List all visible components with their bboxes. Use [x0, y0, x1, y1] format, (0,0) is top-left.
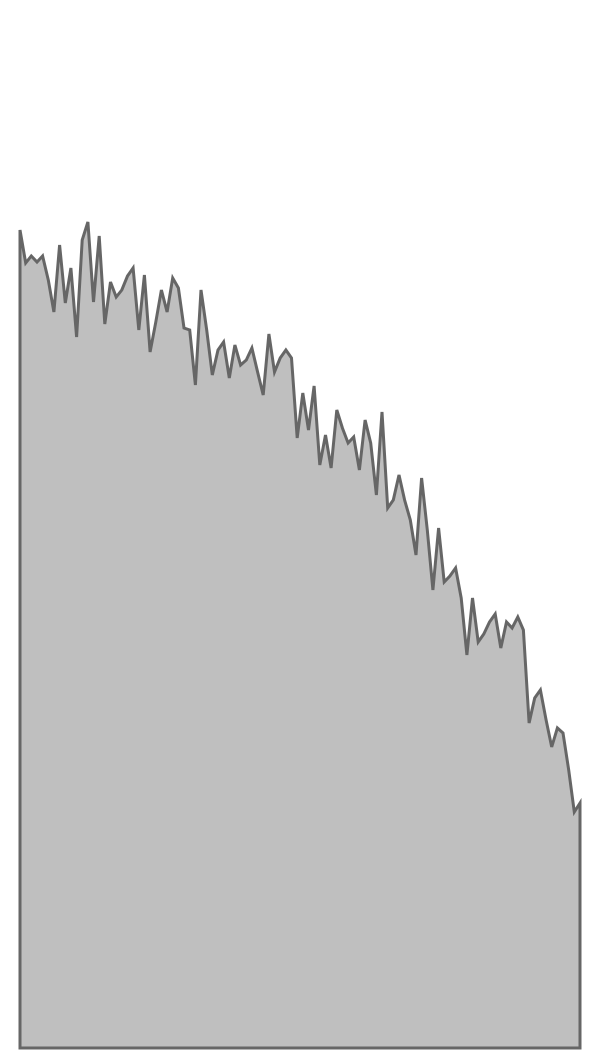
area-fill	[18, 221, 582, 1050]
